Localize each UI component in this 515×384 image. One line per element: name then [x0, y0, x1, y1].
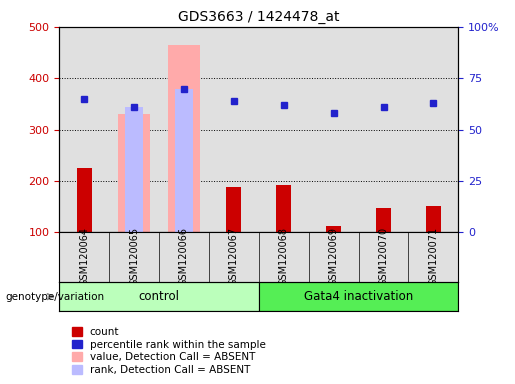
Text: GSM120065: GSM120065	[129, 227, 139, 286]
Text: GSM120071: GSM120071	[428, 227, 438, 286]
Bar	[326, 226, 341, 232]
Text: control: control	[139, 290, 180, 303]
Bar	[118, 114, 150, 232]
Bar	[59, 282, 259, 311]
Text: Gata4 inactivation: Gata4 inactivation	[304, 290, 413, 303]
Bar	[227, 187, 242, 232]
Text: GSM120070: GSM120070	[379, 227, 388, 286]
Bar	[77, 168, 92, 232]
Text: GSM120064: GSM120064	[79, 227, 89, 286]
Bar	[276, 185, 291, 232]
Text: GSM120068: GSM120068	[279, 227, 289, 286]
Bar	[376, 208, 391, 232]
Bar	[125, 107, 143, 232]
Bar	[175, 88, 193, 232]
Legend: count, percentile rank within the sample, value, Detection Call = ABSENT, rank, : count, percentile rank within the sample…	[72, 327, 266, 375]
Text: GSM120067: GSM120067	[229, 227, 239, 286]
Text: genotype/variation: genotype/variation	[5, 291, 104, 302]
Text: GSM120066: GSM120066	[179, 227, 189, 286]
Bar	[259, 282, 458, 311]
Bar	[168, 45, 200, 232]
Bar	[426, 205, 441, 232]
Title: GDS3663 / 1424478_at: GDS3663 / 1424478_at	[178, 10, 339, 25]
Text: GSM120069: GSM120069	[329, 227, 339, 286]
